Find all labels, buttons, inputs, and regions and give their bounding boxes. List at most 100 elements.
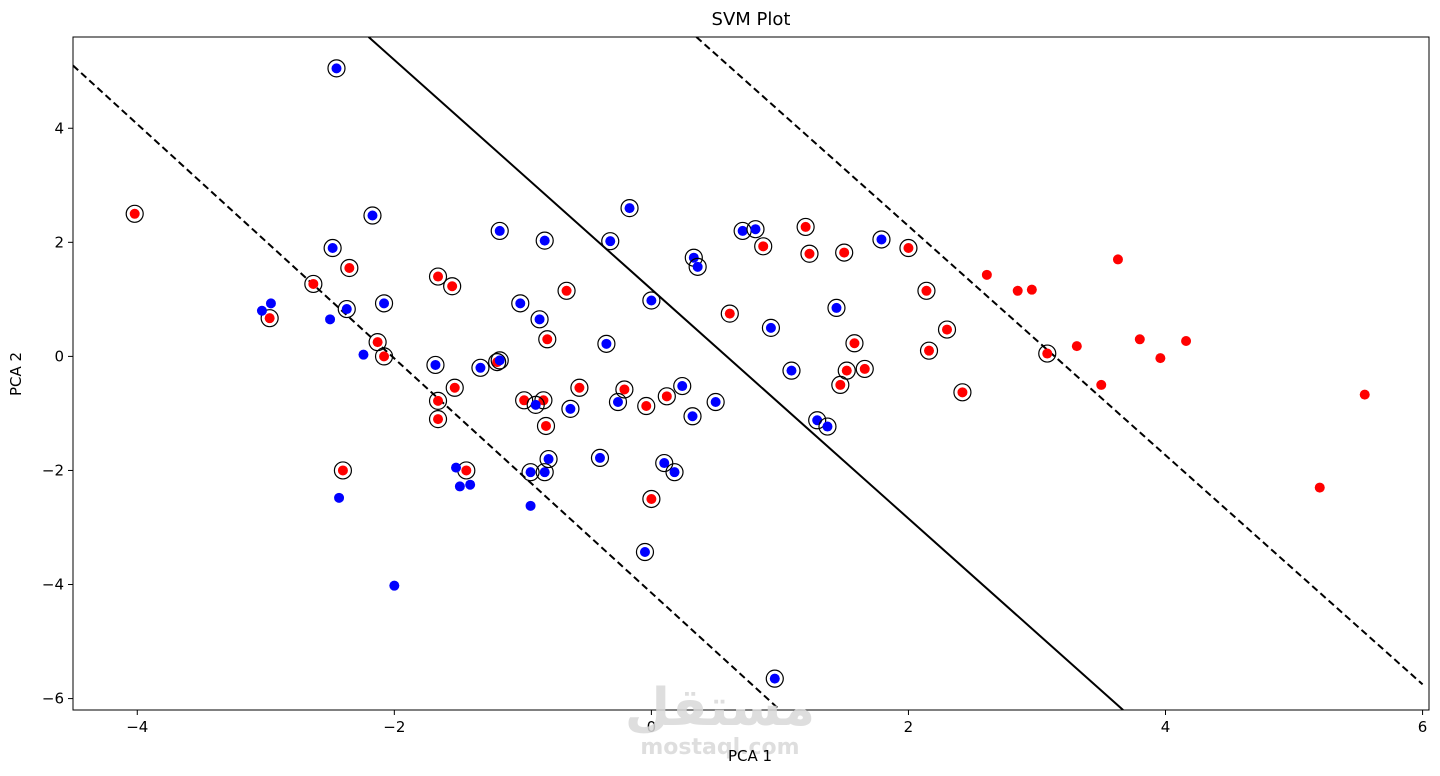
blue-point <box>786 365 797 376</box>
red-point <box>129 208 140 219</box>
support-vector-ring <box>327 59 346 78</box>
red-point <box>835 379 846 390</box>
blue-point <box>334 492 345 503</box>
x-tick-label: 4 <box>1161 718 1171 736</box>
support-vector-ring <box>260 309 279 328</box>
support-vector-ring <box>642 489 661 509</box>
red-point <box>661 391 672 402</box>
support-vector-ring <box>374 347 394 366</box>
blue-point <box>543 454 554 465</box>
blue-point <box>765 322 776 333</box>
red-point <box>981 269 992 280</box>
blue-point <box>646 295 657 306</box>
support-vector-ring <box>657 387 676 406</box>
support-vector-ring <box>782 361 801 380</box>
blue-point <box>539 467 550 478</box>
decision-lines <box>73 37 1424 710</box>
support-vector-ring <box>125 204 144 223</box>
x-axis-label: PCA 1 <box>728 747 772 765</box>
support-vector-ring <box>637 396 656 416</box>
red-point <box>1359 389 1370 400</box>
support-vector-ring <box>837 361 856 380</box>
blue-point <box>669 467 680 478</box>
red-point <box>379 351 390 362</box>
red-point <box>957 387 968 398</box>
y-tick-label: 0 <box>54 347 64 365</box>
support-vector-ring <box>597 334 616 353</box>
blue-point <box>876 234 887 245</box>
support-vector-ring <box>538 330 557 349</box>
red-point <box>519 395 530 406</box>
support-vector-ring <box>808 411 827 430</box>
red-point <box>1134 334 1145 345</box>
support-vector-ring <box>363 206 382 225</box>
x-tick-label: 0 <box>647 718 657 736</box>
support-vector-ring <box>333 461 353 480</box>
watermark-site-text: mostaql.com <box>640 735 799 760</box>
red-point <box>804 248 815 259</box>
red-point <box>849 338 860 349</box>
red-point <box>921 285 932 296</box>
blue-point <box>494 355 505 366</box>
support-vector-ring <box>746 220 765 239</box>
red-point <box>561 285 572 296</box>
x-tick-label: 6 <box>1418 718 1428 736</box>
support-vector-ring <box>899 238 918 258</box>
support-vector-ring <box>443 277 462 296</box>
red-point <box>542 334 553 345</box>
support-vector-ring <box>665 463 684 482</box>
support-vector-ring <box>608 392 628 412</box>
support-vector-ring <box>953 383 972 402</box>
red-point <box>942 324 953 335</box>
blue-point <box>325 314 336 325</box>
support-vector-ring <box>539 449 558 469</box>
support-vector-ring <box>845 334 864 353</box>
blue-point <box>475 362 486 373</box>
support-vector-ring <box>720 304 739 323</box>
support-vector-ring <box>761 318 781 337</box>
support-vector-ring <box>835 243 854 262</box>
blue-point <box>265 298 276 309</box>
blue-point <box>601 338 612 349</box>
chart-title: SVM Plot <box>712 9 791 30</box>
support-vector-ring <box>337 299 356 319</box>
support-vector-ring <box>615 380 634 399</box>
support-vector-ring <box>570 378 589 397</box>
red-point <box>1181 335 1192 346</box>
support-vector-ring <box>445 378 464 397</box>
red-point <box>903 243 914 254</box>
red-point <box>1314 482 1325 493</box>
data-points <box>125 59 1370 688</box>
y-tick-label: 4 <box>54 119 64 137</box>
support-vector-ring <box>536 416 556 436</box>
blue-point <box>530 399 541 410</box>
blue-point <box>624 203 635 214</box>
blue-point <box>639 547 650 558</box>
y-axis-ticks: −6 −4 −2 0 2 4 <box>42 119 73 708</box>
blue-point <box>822 421 833 432</box>
red-point <box>758 241 769 252</box>
support-vector-ring <box>561 399 580 418</box>
y-axis-label: PCA 2 <box>7 352 25 396</box>
support-vector-ring <box>535 463 554 482</box>
support-vector-ring <box>490 351 509 370</box>
red-point <box>646 493 657 504</box>
y-tick-label: 2 <box>54 233 64 251</box>
watermark-logo: مستقل <box>625 678 815 738</box>
blue-point <box>341 304 352 315</box>
support-vector-ring <box>620 199 639 218</box>
red-point <box>1155 353 1166 364</box>
blue-point <box>677 381 688 392</box>
red-point <box>724 308 735 319</box>
blue-point <box>605 236 616 247</box>
red-point <box>574 382 585 393</box>
support-vector-ring <box>796 217 815 237</box>
red-point <box>924 345 935 356</box>
red-point <box>859 363 870 374</box>
red-point <box>1012 285 1023 296</box>
blue-point <box>525 467 536 478</box>
support-vector-ring <box>557 281 576 300</box>
support-vector-ring <box>635 542 655 562</box>
red-point <box>1042 348 1053 359</box>
